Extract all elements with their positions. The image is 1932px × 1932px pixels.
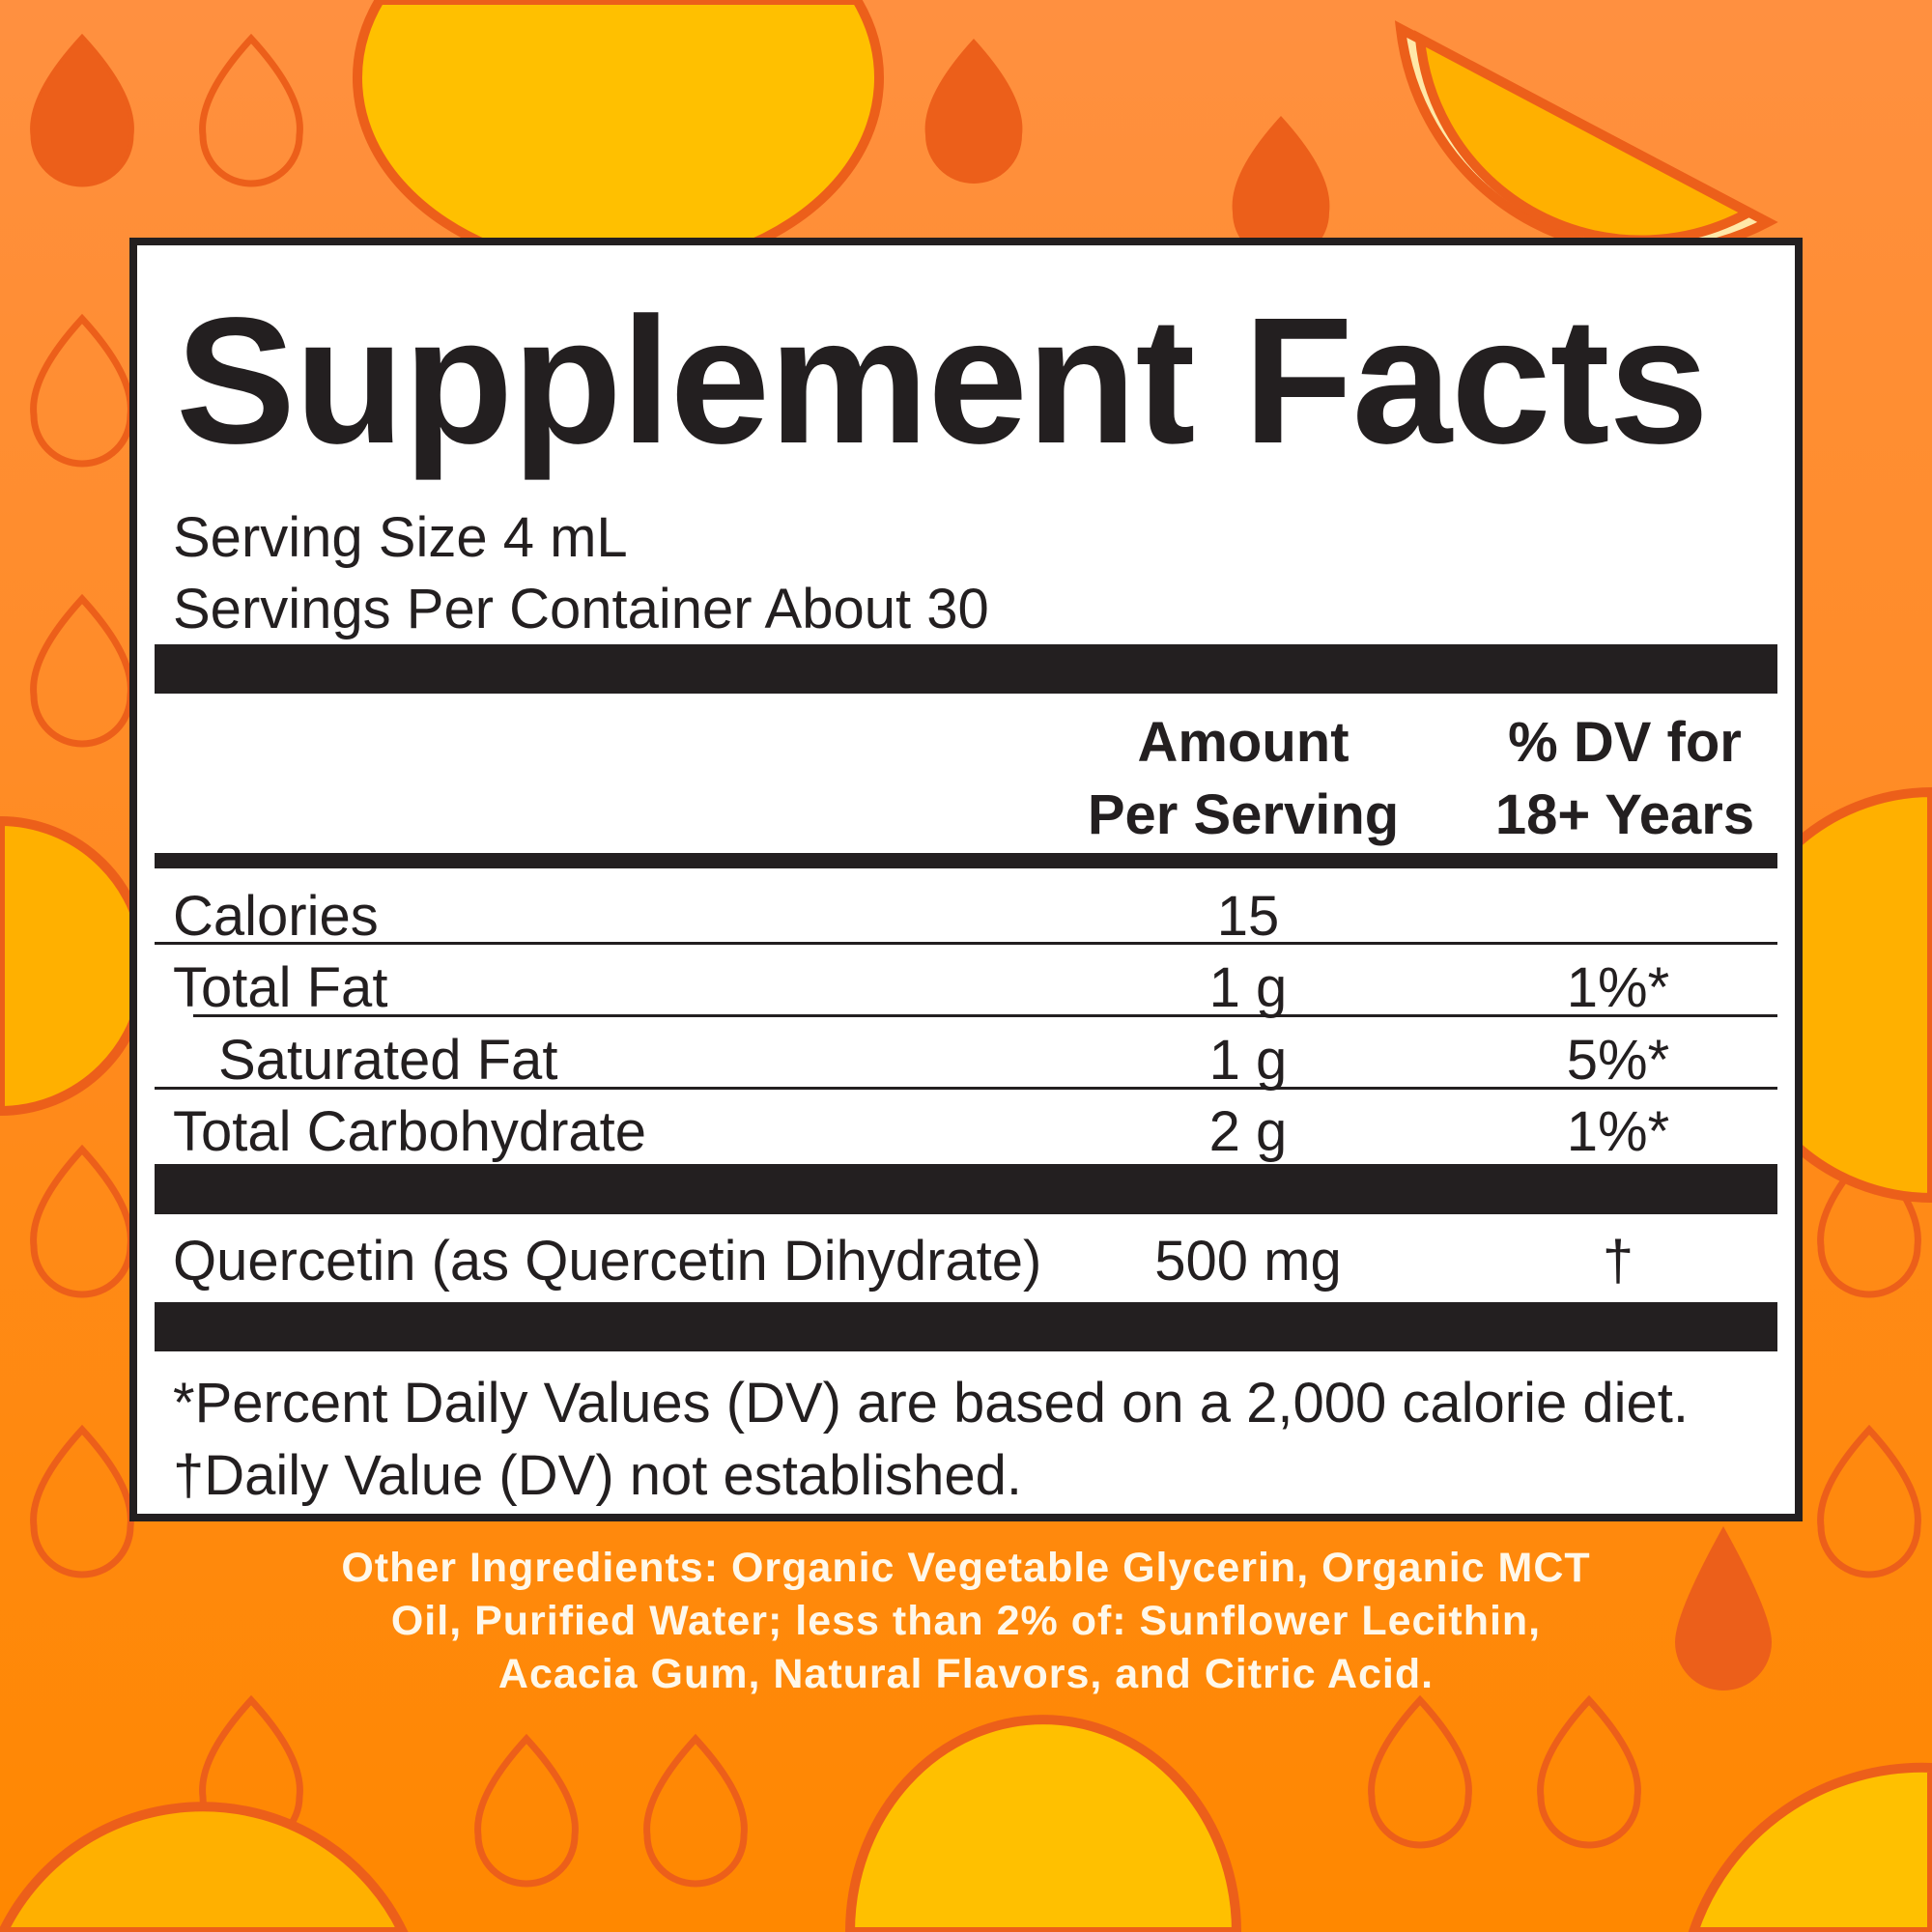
ingredient-amount: 500 mg — [1154, 1230, 1342, 1293]
nutrient-name: Calories — [173, 885, 379, 948]
supplement-facts-panel: Supplement Facts Serving Size 4 mL Servi… — [129, 238, 1803, 1521]
dv-header-line1: % DV for — [1508, 711, 1742, 774]
nutrient-amount: 1 g — [1208, 1029, 1288, 1092]
nutrient-amount: 1 g — [1208, 956, 1288, 1019]
row-divider — [155, 1087, 1777, 1090]
lemon-bottom — [844, 1715, 1242, 1932]
thick-divider — [155, 644, 1777, 694]
nutrient-dv: 5%* — [1566, 1029, 1670, 1092]
row-divider — [193, 1014, 1777, 1017]
other-ingredients-line: Other Ingredients: Organic Vegetable Gly… — [341, 1545, 1591, 1591]
nutrient-dv: 1%* — [1566, 956, 1670, 1019]
nutrient-name: Saturated Fat — [218, 1029, 558, 1092]
nutrient-amount: 15 — [1216, 885, 1280, 948]
ingredient-name: Quercetin (as Quercetin Dihydrate) — [173, 1230, 1042, 1293]
orange-left — [0, 815, 150, 1117]
footnote-dv-not-established: †Daily Value (DV) not established. — [173, 1444, 1023, 1507]
footnote-percent-dv: *Percent Daily Values (DV) are based on … — [173, 1372, 1690, 1435]
other-ingredients-line: Oil, Purified Water; less than 2% of: Su… — [390, 1598, 1542, 1644]
teardrop-pattern — [30, 33, 1921, 1888]
nutrient-dv: 1%* — [1566, 1100, 1670, 1163]
ingredient-dv: † — [1602, 1230, 1634, 1293]
serving-size: Serving Size 4 mL — [173, 506, 628, 569]
lemon-top — [353, 0, 884, 276]
other-ingredients-line: Acacia Gum, Natural Flavors, and Citric … — [497, 1651, 1435, 1697]
orange-bottom-left — [0, 1802, 409, 1932]
panel-title: Supplement Facts — [176, 281, 1709, 481]
thick-divider — [155, 1164, 1777, 1214]
medium-divider — [155, 853, 1777, 868]
nutrient-name: Total Carbohydrate — [173, 1100, 647, 1163]
amount-header-line2: Per Serving — [1087, 783, 1400, 846]
other-ingredients: Other Ingredients: Organic Vegetable Gly… — [193, 1542, 1739, 1701]
nutrient-name: Total Fat — [173, 956, 388, 1019]
orange-bottom-right — [1688, 1762, 1932, 1932]
amount-header-line1: Amount — [1137, 711, 1350, 774]
nutrient-amount: 2 g — [1208, 1100, 1288, 1163]
dv-header-line2: 18+ Years — [1494, 783, 1755, 846]
row-divider — [155, 942, 1777, 945]
solid-drops — [32, 39, 1772, 1690]
servings-per-container: Servings Per Container About 30 — [173, 578, 989, 640]
thick-divider — [155, 1302, 1777, 1351]
